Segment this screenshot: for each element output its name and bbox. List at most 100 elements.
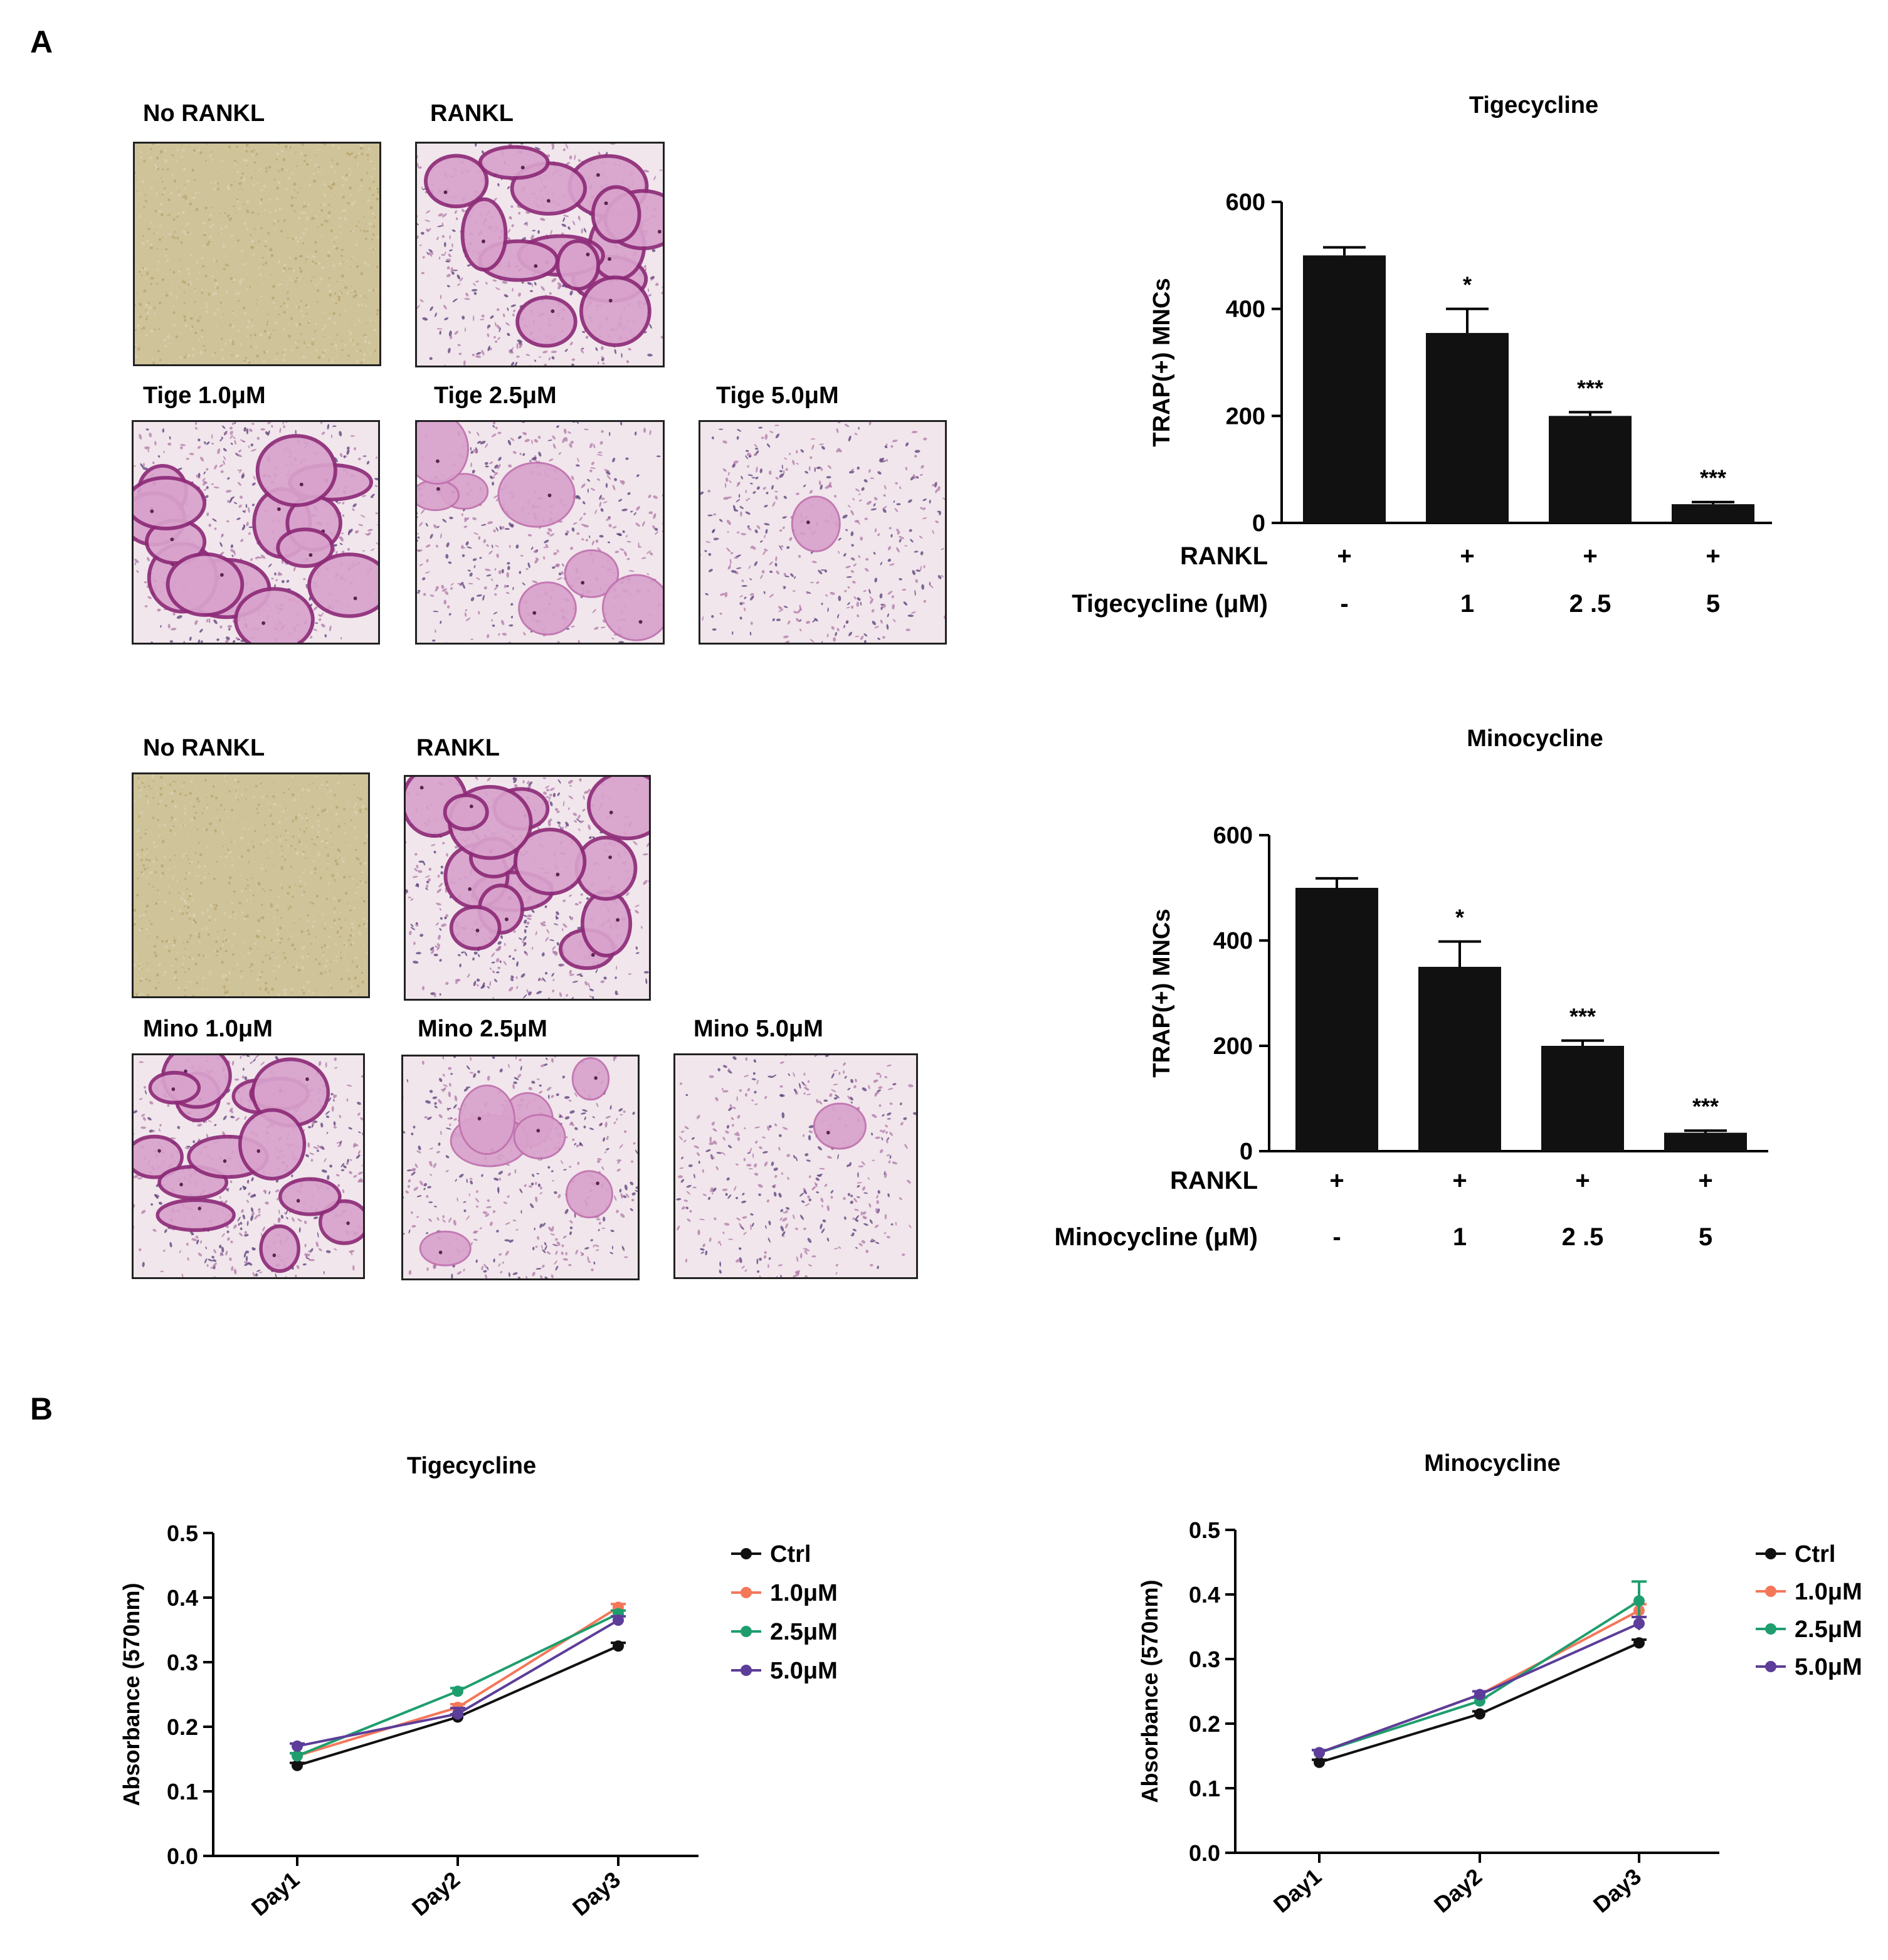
- legend-label: 1.0μM: [1795, 1579, 1862, 1605]
- bar: [1664, 1132, 1747, 1151]
- micrograph-label-mino-1: Mino 1.0μM: [143, 1016, 273, 1042]
- line-chart-tigecycline: Tigecycline Absorbance (570nm) 0.0 0.1 0.2 0.…: [119, 1453, 838, 1921]
- dose-row-value: 2 .5: [1569, 590, 1611, 618]
- y-tick-label: 0.1: [1189, 1776, 1220, 1801]
- rankl-row-label: RANKL: [1180, 542, 1268, 570]
- micrograph-mino-5: [673, 1053, 918, 1279]
- micrograph-label-tige-no-rankl: No RANKL: [143, 100, 265, 127]
- y-tick-label: 0.5: [1189, 1517, 1220, 1543]
- chart-title: Minocycline: [1467, 725, 1603, 752]
- line-chart-minocycline: Minocycline Absorbance (570nm) 0.0 0.1 0.2 0.…: [1137, 1450, 1862, 1918]
- x-tick-label: Day2: [407, 1867, 465, 1921]
- y-tick-label: 0.4: [1189, 1582, 1220, 1608]
- dose-row-value: 5: [1699, 1223, 1712, 1251]
- legend-marker: [1765, 1548, 1776, 1559]
- series-line: [297, 1619, 620, 1747]
- bar-chart-minocycline: Minocycline TRAP(+) MNCs 0 200 400 600 + - * +1 **…: [1055, 725, 1768, 1251]
- micrograph-label-mino-5: Mino 5.0μM: [693, 1016, 823, 1042]
- data-point: [1633, 1595, 1645, 1607]
- dose-row-value: 1: [1460, 590, 1474, 618]
- legend-marker: [1765, 1586, 1776, 1597]
- y-tick-label: 200: [1226, 403, 1265, 429]
- y-tick-label: 0.0: [167, 1843, 198, 1869]
- data-point: [292, 1750, 303, 1762]
- rankl-row-value: +: [1583, 542, 1597, 570]
- significance-label: *: [1463, 272, 1472, 298]
- rankl-row-value: +: [1460, 542, 1474, 570]
- chart-title: Tigecycline: [1469, 92, 1598, 119]
- bar: [1418, 967, 1501, 1151]
- rankl-row-label: RANKL: [1170, 1167, 1258, 1194]
- micrograph-mino-2-5: [401, 1055, 640, 1280]
- significance-label: ***: [1569, 1004, 1596, 1030]
- micrograph-mino-1: [132, 1053, 365, 1279]
- series-line: [1319, 1622, 1640, 1754]
- series-line: [297, 1612, 619, 1757]
- dose-row-value: 2 .5: [1562, 1223, 1604, 1251]
- y-tick-label: 200: [1213, 1033, 1253, 1060]
- dose-row-label: Minocycline (μM): [1055, 1223, 1258, 1251]
- x-tick-label: Day3: [567, 1867, 625, 1921]
- micrograph-label-tige-1: Tige 1.0μM: [143, 382, 266, 409]
- micrograph-mino-rankl: [404, 775, 651, 1001]
- dose-row-value: 5: [1706, 590, 1720, 618]
- y-tick-label: 0.3: [1189, 1647, 1220, 1672]
- series-line: [297, 1606, 620, 1757]
- y-tick-label: 400: [1226, 297, 1265, 323]
- micrograph-label-mino-rankl: RANKL: [416, 735, 500, 761]
- y-tick-label: 0.2: [1189, 1711, 1220, 1737]
- data-point: [1474, 1689, 1485, 1700]
- data-point: [1633, 1618, 1645, 1630]
- legend-marker: [741, 1626, 752, 1637]
- rankl-row-value: +: [1452, 1167, 1467, 1194]
- micrograph-label-tige-2-5: Tige 2.5μM: [434, 382, 557, 409]
- y-axis-label: Absorbance (570nm): [119, 1583, 144, 1806]
- data-point: [1633, 1637, 1645, 1649]
- legend-label: Ctrl: [770, 1541, 811, 1567]
- data-point: [613, 1640, 624, 1652]
- micrograph-mino-no-rankl: [132, 772, 370, 998]
- y-tick-label: 600: [1213, 823, 1253, 849]
- legend-label: Ctrl: [1795, 1541, 1835, 1567]
- data-point: [1314, 1747, 1325, 1759]
- micrograph-label-mino-no-rankl: No RANKL: [143, 735, 265, 761]
- data-point: [1474, 1708, 1485, 1720]
- bar-chart-tigecycline: Tigecycline TRAP(+) MNCs 0 200 400 600 + - * +1 **…: [1072, 92, 1772, 618]
- legend-marker: [741, 1548, 752, 1559]
- x-tick-label: Day1: [1268, 1863, 1326, 1918]
- y-tick-label: 0: [1240, 1139, 1253, 1165]
- rankl-row-value: +: [1575, 1167, 1590, 1194]
- significance-label: ***: [1692, 1093, 1719, 1119]
- micrograph-label-tige-rankl: RANKL: [430, 100, 514, 127]
- data-point: [613, 1615, 624, 1626]
- x-tick-label: Day2: [1429, 1863, 1487, 1918]
- rankl-row-value: +: [1706, 542, 1720, 570]
- legend-label: 5.0μM: [1795, 1654, 1862, 1680]
- legend-marker: [741, 1587, 752, 1598]
- legend-label: 1.0μM: [770, 1580, 838, 1606]
- bar: [1426, 333, 1509, 523]
- y-tick-label: 0.3: [167, 1650, 198, 1675]
- y-tick-label: 0.2: [167, 1714, 198, 1740]
- panel-label-b: B: [30, 1391, 53, 1426]
- bar: [1303, 255, 1386, 523]
- legend-marker: [741, 1665, 752, 1676]
- y-tick-label: 0.1: [167, 1779, 198, 1805]
- significance-label: ***: [1700, 465, 1726, 491]
- y-tick-label: 0.0: [1189, 1840, 1220, 1866]
- series-line: [1319, 1599, 1640, 1754]
- legend-marker: [1765, 1661, 1776, 1672]
- y-axis-label: TRAP(+) MNCs: [1149, 909, 1175, 1077]
- data-point: [292, 1740, 303, 1752]
- micrograph-tige-no-rankl: [133, 142, 381, 366]
- y-tick-label: 0.5: [167, 1520, 198, 1546]
- panel-label-a: A: [30, 24, 53, 60]
- micrograph-label-tige-5: Tige 5.0μM: [716, 382, 839, 409]
- dose-row-value: -: [1332, 1223, 1341, 1251]
- y-axis-label: TRAP(+) MNCs: [1149, 278, 1175, 446]
- data-point: [452, 1685, 463, 1697]
- dose-row-label: Tigecycline (μM): [1072, 590, 1268, 618]
- legend-label: 5.0μM: [770, 1658, 838, 1684]
- data-point: [1314, 1756, 1325, 1768]
- chart-title: Tigecycline: [407, 1453, 536, 1479]
